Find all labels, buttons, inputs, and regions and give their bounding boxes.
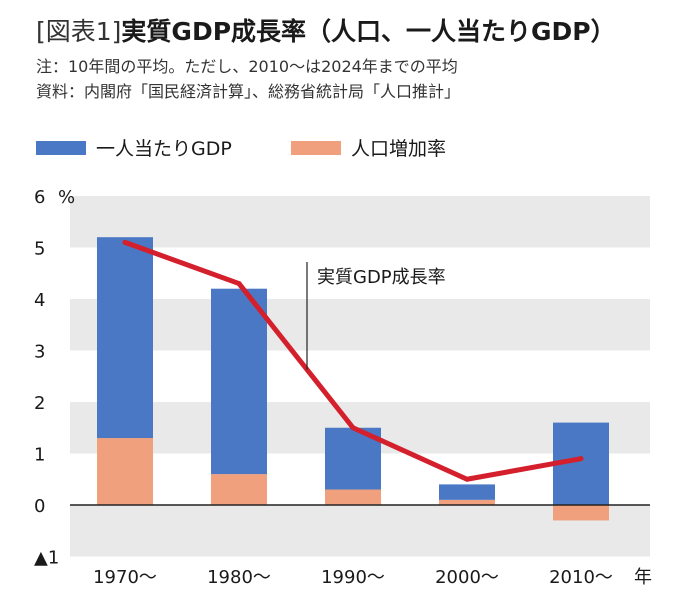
y-tick-label: ▲1 [34, 548, 59, 569]
y-tick-label: 3 [34, 342, 45, 363]
legend-label-population-growth: 人口増加率 [351, 138, 447, 160]
figure-label: [図表1] [36, 17, 122, 46]
x-axis-unit: 年 [634, 567, 652, 588]
y-tick-label: 6 [34, 187, 45, 208]
grid-band [70, 196, 650, 248]
bar-population-growth [325, 489, 381, 505]
x-tick-label: 2000～ [435, 567, 499, 588]
legend-swatch-population-growth [291, 140, 341, 155]
chart-source: 資料：内閣府「国民経済計算」、総務省統計局「人口推計」 [36, 82, 461, 101]
line-point-real-gdp-growth [464, 476, 470, 482]
bar-per-capita-gdp [439, 484, 495, 500]
line-point-real-gdp-growth [122, 239, 128, 245]
chart-title: 実質GDP成長率（人口、一人当たりGDP） [121, 17, 616, 46]
line-point-real-gdp-growth [350, 425, 356, 431]
y-tick-label: 1 [34, 445, 45, 466]
legend-item-population-growth: 人口増加率 [291, 134, 446, 161]
grid-band [70, 299, 650, 351]
chart-title-block: [図表1]実質GDP成長率（人口、一人当たりGDP） [36, 16, 616, 48]
line-point-real-gdp-growth [236, 281, 242, 287]
line-point-real-gdp-growth [578, 456, 584, 462]
bar-population-growth [97, 438, 153, 505]
bar-population-growth [439, 499, 495, 505]
annotation-real-gdp-growth: 実質GDP成長率 [317, 267, 446, 288]
y-tick-label: 4 [34, 290, 45, 311]
y-tick-label: 5 [34, 239, 45, 260]
x-tick-label: 1990～ [321, 567, 385, 588]
legend-swatch-per-capita-gdp [36, 140, 86, 155]
x-tick-label: 1970～ [93, 567, 157, 588]
legend-item-per-capita-gdp: 一人当たりGDP [36, 134, 232, 161]
bar-per-capita-gdp [97, 237, 153, 439]
y-axis-unit: % [58, 187, 75, 208]
y-tick-label: 2 [34, 393, 45, 414]
bar-per-capita-gdp [211, 288, 267, 475]
bar-population-growth [553, 505, 609, 521]
legend-label-per-capita-gdp: 一人当たりGDP [96, 138, 232, 160]
y-tick-label: 0 [34, 496, 45, 517]
bar-population-growth [211, 474, 267, 505]
chart-note: 注：10年間の平均。ただし、2010～は2024年までの平均 [36, 57, 458, 76]
x-tick-label: 1980～ [207, 567, 271, 588]
x-tick-label: 2010～ [549, 567, 613, 588]
